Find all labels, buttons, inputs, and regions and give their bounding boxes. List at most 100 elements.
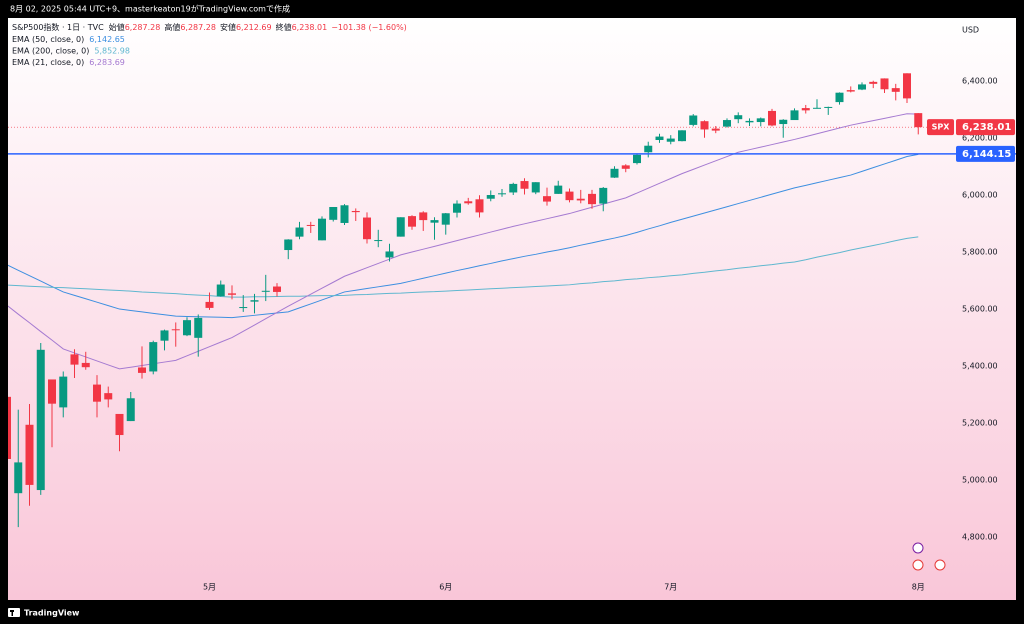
candle-body	[115, 413, 124, 436]
currency: USD	[962, 26, 979, 35]
legend-ohlc-value: 6,287.28	[125, 23, 161, 32]
candle-body	[824, 106, 833, 108]
candle-body	[408, 216, 416, 227]
candle-body	[239, 307, 248, 309]
candle-body	[318, 218, 326, 241]
candle-body	[565, 191, 574, 201]
candle-body	[194, 317, 203, 338]
candle-body	[340, 205, 349, 223]
candle-body	[599, 187, 608, 204]
candle-body	[745, 120, 754, 123]
candle-body	[453, 203, 461, 213]
candle-body	[801, 108, 810, 111]
candle-body	[723, 120, 731, 127]
x-tick-label: 6月	[439, 583, 452, 592]
legend-name: EMA (50, close, 0)	[12, 35, 84, 44]
candle-body	[93, 384, 101, 402]
candle-body	[846, 90, 855, 92]
candle-body	[363, 217, 371, 240]
ema-line	[8, 153, 919, 319]
legend-ohlc-label: 安値	[220, 22, 236, 32]
last-price-tag	[956, 119, 1015, 136]
candle-body	[149, 342, 158, 372]
legend-name: EMA (21, close, 0)	[12, 58, 84, 67]
x-tick-label: 8月	[912, 583, 925, 592]
y-tick-label: 5,800.00	[962, 248, 998, 257]
y-tick-label: 4,800.00	[962, 533, 998, 542]
candle-body	[205, 301, 214, 308]
candle-body	[655, 136, 664, 141]
legend-entry: EMA (21, close, 0) 6,283.69	[12, 58, 125, 67]
legend-entry: EMA (50, close, 0) 6,142.65	[12, 35, 125, 44]
candle-body	[104, 393, 113, 400]
candle-body	[520, 181, 529, 189]
candle-body	[329, 206, 338, 220]
brand-logo	[8, 608, 20, 617]
candle-body	[869, 81, 878, 84]
candle-body	[284, 239, 293, 251]
legend-name: EMA (200, close, 0)	[12, 46, 89, 55]
candle-body	[610, 168, 619, 178]
y-tick-label: 6,200.00	[962, 134, 998, 143]
plot-area	[8, 73, 955, 528]
legend-change: −101.38 (−1.60%)	[331, 23, 407, 32]
legend-entry: EMA (200, close, 0) 5,852.98	[12, 46, 130, 55]
y-tick-label: 5,600.00	[962, 305, 998, 314]
legend-title: S&P500指数 · 1日 · TVC	[12, 22, 104, 32]
candle-body	[858, 84, 866, 90]
candle-body	[644, 145, 653, 153]
x-tick-label: 5月	[203, 583, 216, 592]
hline-label: 6,144.15	[962, 149, 1011, 160]
legend-ohlc-label: 終値	[276, 22, 292, 32]
symbol-tag-label: SPX	[932, 123, 951, 132]
candle-body	[48, 379, 56, 404]
candle-body	[711, 128, 720, 131]
candle-body	[183, 320, 191, 336]
candle-body	[678, 130, 686, 142]
candle-body	[813, 107, 821, 109]
legend-value: 6,283.69	[89, 58, 125, 67]
y-tick-label: 6,400.00	[962, 76, 998, 85]
candle-body	[25, 424, 34, 485]
candle-body	[351, 210, 360, 213]
candle-body	[59, 376, 68, 408]
candle-body	[295, 227, 304, 237]
candle-body	[633, 154, 641, 164]
candle-body	[8, 396, 11, 459]
candle-body	[531, 182, 540, 193]
candle-body	[486, 195, 495, 199]
candle-body	[768, 110, 776, 126]
candle-body	[666, 138, 675, 142]
candle-body	[250, 300, 259, 302]
legend-ohlc-label: 始値	[109, 22, 125, 32]
candle-body	[734, 115, 743, 120]
candle-body	[441, 213, 450, 225]
symbol-tag	[927, 119, 954, 136]
last-price-label: 6,238.01	[962, 122, 1011, 133]
brand: TradingView	[24, 609, 80, 618]
candle-body	[396, 217, 405, 237]
hline-tag	[956, 145, 1015, 162]
candle-body	[543, 196, 551, 202]
candle-body	[790, 110, 799, 121]
y-tick-label: 5,000.00	[962, 476, 998, 485]
candle-body	[126, 398, 135, 422]
ohlc-legend: S&P500指数 · 1日 · TVC 始値6,287.28 高値6,287.28 安…	[12, 22, 407, 32]
candle-body	[385, 251, 394, 258]
candle-body	[171, 329, 180, 331]
legend-ohlc-value: 6,238.01	[292, 23, 328, 32]
candle-body	[464, 201, 473, 204]
y-tick-label: 6,000.00	[962, 191, 998, 200]
candle-body	[576, 198, 585, 201]
candle-body	[70, 354, 79, 365]
candle-body	[509, 183, 518, 193]
legend-ohlc-value: 6,287.28	[180, 23, 216, 32]
candle-body	[475, 199, 484, 213]
candle-body	[273, 286, 281, 292]
legend-value: 6,142.65	[89, 35, 125, 44]
candle-body	[554, 185, 563, 194]
candle-body	[835, 92, 844, 103]
candle-body	[419, 212, 428, 221]
y-tick-label: 5,400.00	[962, 362, 998, 371]
